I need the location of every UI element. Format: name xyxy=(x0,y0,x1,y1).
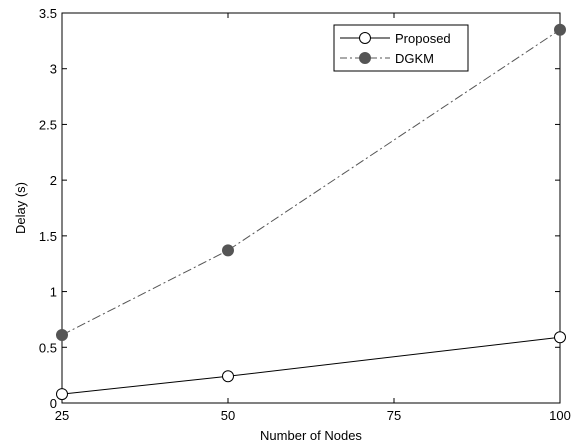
series-dgkm xyxy=(56,23,566,342)
data-point xyxy=(554,23,566,36)
x-tick-label: 75 xyxy=(387,408,401,423)
legend-box xyxy=(333,24,469,72)
y-tick-label: 1 xyxy=(50,285,57,300)
legend-marker xyxy=(359,52,371,64)
x-tick-label: 25 xyxy=(55,408,69,423)
series-layer xyxy=(56,23,566,401)
legend: Proposed DGKM xyxy=(333,24,469,72)
x-tick-label: 50 xyxy=(221,408,235,423)
data-point xyxy=(56,329,68,342)
series-line xyxy=(61,29,561,336)
x-tick-label: 100 xyxy=(549,408,571,423)
legend-label: Proposed xyxy=(395,31,451,46)
y-tick-label: 3 xyxy=(50,62,57,77)
series-line xyxy=(61,336,561,395)
y-tick-label: 2.5 xyxy=(39,117,57,132)
axes: 25 50 75 100 0 0.5 1 1.5 2 2.5 3 3.5 Number of Nodes… xyxy=(13,6,571,443)
y-tick-label: 0 xyxy=(50,396,57,411)
data-point xyxy=(554,331,566,344)
x-axis-label: Number of Nodes xyxy=(260,428,362,443)
legend-label: DGKM xyxy=(395,51,434,66)
y-tick-label: 1.5 xyxy=(39,229,57,244)
y-tick-label: 0.5 xyxy=(39,340,57,355)
data-point xyxy=(222,370,234,383)
legend-entry-proposed: Proposed xyxy=(340,31,451,46)
data-point xyxy=(222,244,234,257)
y-tick-label: 2 xyxy=(50,173,57,188)
y-tick-label: 3.5 xyxy=(39,6,57,21)
series-proposed xyxy=(56,331,566,401)
legend-entry-dgkm: DGKM xyxy=(340,51,434,66)
plot-frame xyxy=(61,12,561,404)
y-axis-label: Delay (s) xyxy=(13,182,28,234)
data-point xyxy=(56,388,68,401)
legend-marker xyxy=(359,32,371,44)
